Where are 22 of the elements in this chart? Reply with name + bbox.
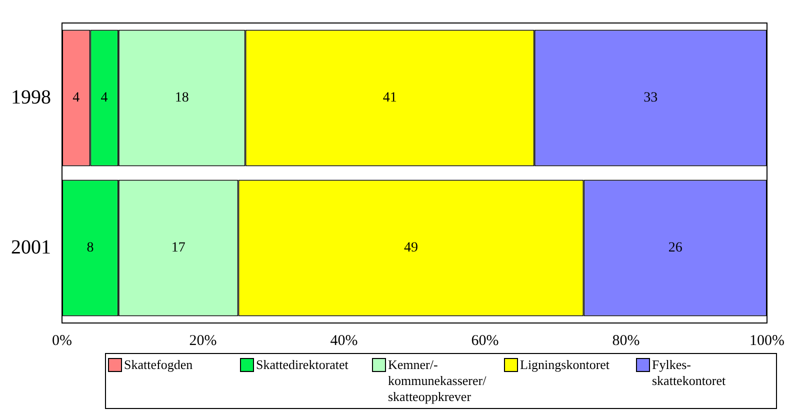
x-tick-label: 0% xyxy=(52,332,72,349)
x-tick-label: 40% xyxy=(330,332,358,349)
y-tick-label: 1998 xyxy=(11,86,51,108)
x-tick-label: 60% xyxy=(471,332,499,349)
data-label: 18 xyxy=(174,90,189,106)
data-label: 4 xyxy=(72,90,80,106)
data-label: 33 xyxy=(644,90,658,106)
legend-label: Skattefogden xyxy=(124,357,194,373)
data-label: 49 xyxy=(404,240,418,256)
legend-label: Fylkes- skattekontoret xyxy=(652,357,727,389)
data-label: 4 xyxy=(100,90,108,106)
data-label: 41 xyxy=(382,90,397,106)
x-tick-label: 80% xyxy=(612,332,640,349)
legend-label: Skattedirektoratet xyxy=(256,357,350,373)
y-tick-label: 2001 xyxy=(11,236,51,258)
data-label: 17 xyxy=(171,240,186,256)
x-tick-label: 100% xyxy=(750,332,784,349)
data-label: 26 xyxy=(668,240,682,256)
data-label: 8 xyxy=(86,240,94,256)
legend-label: Kemner/- kommunekasserer/ skatteoppkrever xyxy=(388,357,488,405)
x-tick-label: 20% xyxy=(189,332,217,349)
legend-label: Ligningskontoret xyxy=(520,357,611,373)
